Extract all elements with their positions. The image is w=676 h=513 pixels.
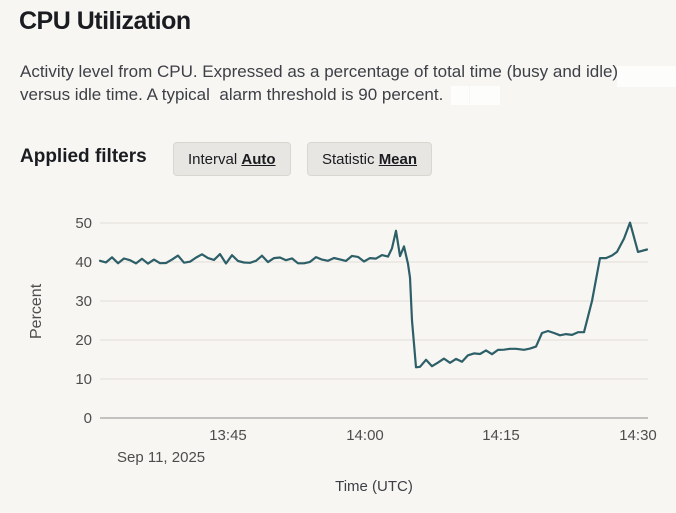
svg-text:13:45: 13:45 bbox=[209, 427, 247, 444]
svg-text:40: 40 bbox=[75, 254, 92, 271]
svg-text:0: 0 bbox=[84, 410, 92, 427]
svg-text:10: 10 bbox=[75, 371, 92, 388]
svg-text:50: 50 bbox=[75, 215, 92, 232]
svg-text:14:15: 14:15 bbox=[482, 427, 520, 444]
svg-text:14:00: 14:00 bbox=[346, 427, 384, 444]
svg-text:14:30: 14:30 bbox=[619, 427, 657, 444]
svg-text:20: 20 bbox=[75, 332, 92, 349]
svg-text:30: 30 bbox=[75, 293, 92, 310]
